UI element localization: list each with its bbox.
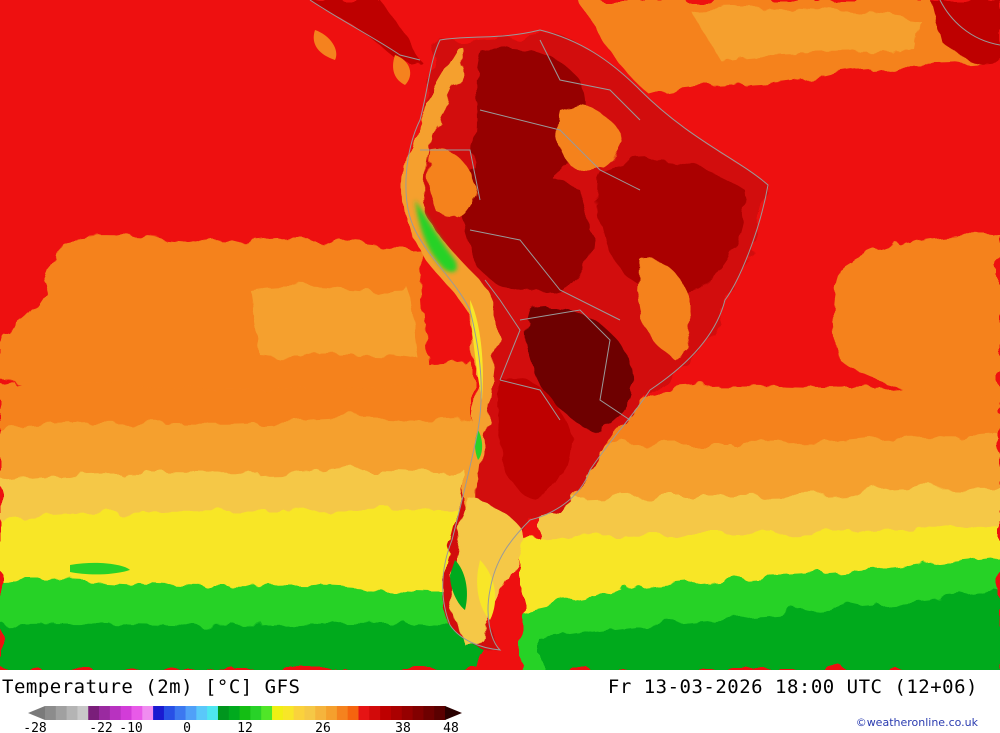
legend-tick-label: 48 — [443, 721, 459, 733]
legend-swatch — [77, 706, 89, 720]
legend-swatch — [163, 706, 176, 720]
legend-swatch — [45, 706, 57, 720]
legend-swatch — [358, 706, 370, 720]
legend-swatch — [153, 706, 165, 720]
legend-swatch — [142, 706, 154, 720]
legend-tick-label: -28 — [23, 721, 46, 733]
legend-swatch — [412, 706, 424, 720]
legend-swatch — [434, 706, 446, 720]
legend-swatch — [239, 706, 251, 720]
borders — [309, 0, 1000, 651]
legend-swatch — [304, 706, 316, 720]
credit-link[interactable]: ©weatheronline.co.uk — [855, 716, 978, 729]
color-scale-legend: -28 -22 -10 0 12 26 38 48 — [23, 706, 462, 733]
legend-tick-label: 0 — [183, 721, 191, 733]
legend-swatch — [174, 706, 187, 720]
legend-swatch — [109, 706, 122, 720]
legend-swatch — [401, 706, 414, 720]
legend-swatch — [217, 706, 230, 720]
legend-swatch — [55, 706, 68, 720]
legend-swatch — [88, 706, 100, 720]
central-america-landmass — [310, 0, 420, 85]
legend-swatch — [131, 706, 143, 720]
legend-swatch — [120, 706, 133, 720]
legend-swatch — [261, 706, 273, 720]
legend-tick-label: 12 — [237, 721, 253, 733]
legend-swatch — [423, 706, 435, 720]
legend-tick-label: -10 — [119, 721, 142, 733]
legend-swatch — [380, 706, 392, 720]
legend-tick-label: 38 — [395, 721, 411, 733]
legend-swatch — [347, 706, 360, 720]
legend-swatch — [272, 706, 284, 720]
legend-swatch — [250, 706, 262, 720]
map-title: Temperature (2m) [°C] GFS — [2, 676, 301, 698]
legend-swatch — [369, 706, 381, 720]
map-footer: Temperature (2m) [°C] GFS Fr 13-03-2026 … — [0, 670, 1000, 733]
valid-time: Fr 13-03-2026 18:00 UTC (12+06) — [607, 676, 978, 698]
legend-swatch — [293, 706, 306, 720]
south-america-landmass — [403, 30, 768, 650]
legend-swatch — [185, 706, 197, 720]
legend-tick-label: -22 — [89, 721, 112, 733]
legend-swatch — [196, 706, 208, 720]
legend-swatch — [66, 706, 79, 720]
legend-swatch — [99, 706, 111, 720]
legend-swatch — [336, 706, 349, 720]
legend-arrow-low — [28, 706, 45, 720]
legend-swatch — [326, 706, 338, 720]
temperature-map — [0, 0, 1000, 670]
ocean-temperature-bands — [0, 0, 1000, 670]
legend-swatch — [228, 706, 241, 720]
legend-swatch — [207, 706, 219, 720]
legend-swatch — [390, 706, 403, 720]
legend-arrow-high — [445, 706, 462, 720]
legend-swatch — [282, 706, 295, 720]
legend-swatch — [315, 706, 327, 720]
legend-tick-label: 26 — [315, 721, 331, 733]
